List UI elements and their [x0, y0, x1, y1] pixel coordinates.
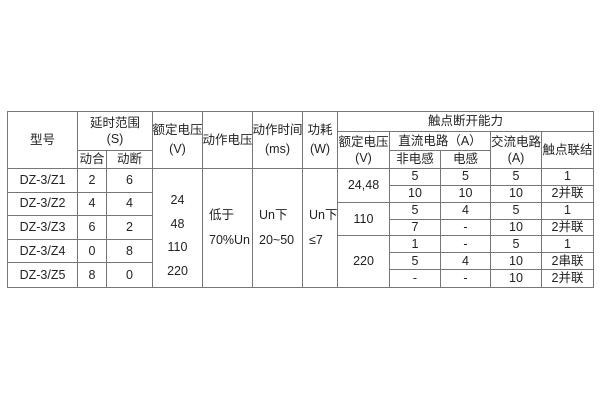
operate-time-value-cell: Un下 20~50: [253, 169, 303, 287]
dc-non-inductive-cell: 5: [390, 202, 441, 220]
delay-no-cell: 6: [78, 216, 107, 240]
rated-voltage-value: 24: [170, 193, 185, 207]
model-name-cell: DZ-3/Z2: [8, 192, 78, 217]
dc-non-inductive-cell: -: [390, 270, 441, 287]
header-rated-voltage: 额定电压 (V): [153, 112, 203, 169]
header-model: 型号: [8, 112, 78, 169]
model-name-cell: DZ-3/Z4: [8, 239, 78, 264]
dc-inductive-cell: 10: [441, 185, 491, 203]
relay-spec-table: 型号 延时范围 (S) 动合 动断 额定电压 (V) 动作电压 动作时间 (ms…: [7, 111, 594, 288]
operate-voltage-value-cell: 低于 70%Un: [203, 169, 253, 287]
header-delay-range-unit: (S): [106, 132, 124, 146]
ac-circuit-cell: 10: [491, 270, 542, 287]
contact-connection-cell: 2并联: [542, 186, 593, 203]
rated-voltage-values-cell: 24 48 110 220: [153, 169, 203, 287]
header-contact-connection: 触点联结: [542, 132, 593, 169]
dc-inductive-cell: -: [441, 219, 491, 237]
header-breaking-rated-voltage-label: 额定电压: [338, 135, 389, 149]
delay-nc-cell: 8: [107, 239, 153, 264]
breaking-voltage-group: 24,48: [338, 169, 390, 203]
dc-inductive-cell: -: [441, 270, 491, 287]
dc-inductive-cell: 4: [441, 253, 491, 271]
header-rated-voltage-label: 额定电压: [153, 123, 203, 137]
dc-inductive-cell: -: [441, 236, 491, 254]
header-power: 功耗 (W): [303, 112, 338, 169]
delay-nc-cell: 2: [107, 216, 153, 240]
header-inductive: 电感: [441, 151, 491, 169]
rated-voltage-value: 48: [170, 216, 185, 231]
operate-time-line: Un下: [259, 208, 288, 222]
ac-circuit-cell: 10: [491, 185, 542, 203]
header-ac-circuit: 交流电路 (A): [491, 132, 542, 169]
breaking-voltage-group: 220: [338, 236, 390, 287]
contact-connection-cell: 2串联: [542, 253, 593, 271]
ac-circuit-cell: 10: [491, 253, 542, 271]
header-rated-voltage-unit: (V): [169, 142, 186, 156]
model-name-cell: DZ-3/Z5: [8, 263, 78, 287]
header-operate-time-unit: (ms): [265, 142, 290, 156]
contact-connection-cell: 2并联: [551, 271, 584, 286]
ac-circuit-cell: 5: [491, 236, 542, 254]
operate-time-line: 20~50: [259, 233, 295, 247]
header-non-inductive: 非电感: [390, 151, 441, 169]
model-name-cell: DZ-3/Z3: [8, 216, 78, 240]
dc-non-inductive-cell: 7: [390, 219, 441, 237]
ac-circuit-cell: 5: [491, 169, 542, 186]
power-value-cell: Un下 ≤7: [303, 169, 338, 287]
delay-no-cell: 4: [78, 192, 107, 217]
operate-voltage-line: 低于: [209, 208, 235, 222]
header-power-label: 功耗: [307, 123, 333, 137]
header-operate-time-label: 动作时间: [253, 123, 303, 137]
header-breaking-rated-voltage-unit: (V): [355, 151, 372, 165]
delay-nc-cell: 0: [107, 263, 153, 287]
delay-no-cell: 0: [78, 239, 107, 264]
delay-nc-cell: 4: [107, 192, 153, 217]
header-dc-circuit: 直流电路（A）: [390, 132, 491, 151]
contact-connection-cell: 1: [542, 236, 593, 254]
header-normally-closed: 动断: [107, 151, 153, 169]
ac-circuit-cell: 10: [491, 219, 542, 237]
operate-voltage-line: 70%Un: [209, 233, 250, 247]
header-contact-breaking: 触点断开能力: [338, 112, 593, 132]
power-line: ≤7: [309, 233, 323, 247]
header-ac-circuit-label: 交流电路: [491, 135, 542, 149]
header-breaking-rated-voltage: 额定电压 (V): [338, 132, 390, 169]
power-line: Un下: [309, 208, 338, 222]
header-delay-range: 延时范围 (S): [78, 112, 153, 151]
header-operate-time: 动作时间 (ms): [253, 112, 303, 169]
contact-connection-cell: 1: [542, 169, 593, 186]
rated-voltage-value: 110: [167, 240, 188, 254]
dc-non-inductive-cell: 5: [390, 253, 441, 271]
breaking-voltage-group: 110: [338, 202, 390, 237]
header-ac-circuit-unit: (A): [507, 151, 525, 165]
dc-non-inductive-cell: 10: [390, 185, 441, 203]
delay-nc-cell: 6: [107, 169, 153, 193]
delay-no-cell: 8: [78, 263, 107, 287]
header-power-unit: (W): [309, 142, 331, 156]
delay-no-cell: 2: [78, 169, 107, 193]
header-normally-open: 动合: [78, 151, 107, 169]
ac-circuit-cell: 5: [491, 202, 542, 220]
header-delay-range-label: 延时范围: [89, 116, 140, 130]
rated-voltage-value: 220: [167, 263, 188, 278]
header-operate-voltage: 动作电压: [203, 112, 253, 169]
dc-inductive-cell: 4: [441, 202, 491, 220]
dc-non-inductive-cell: 5: [390, 169, 441, 186]
contact-connection-cell: 1: [542, 203, 593, 220]
contact-connection-cell: 2并联: [542, 220, 593, 237]
model-name-cell: DZ-3/Z1: [8, 169, 78, 193]
dc-non-inductive-cell: 1: [390, 236, 441, 254]
dc-inductive-cell: 5: [441, 169, 491, 186]
